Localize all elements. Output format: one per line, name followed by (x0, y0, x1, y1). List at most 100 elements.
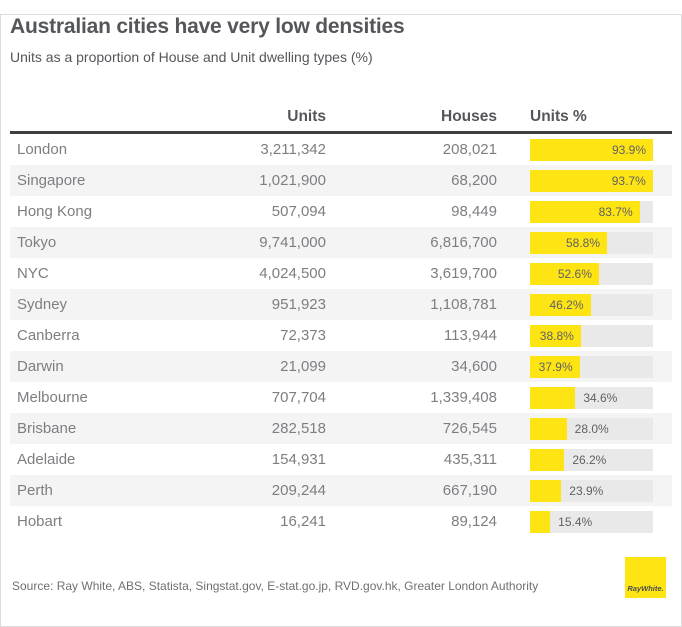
bar-label: 37.9% (538, 359, 573, 374)
bar-label: 26.2% (572, 452, 607, 467)
units-cell: 21,099 (280, 358, 326, 375)
units-cell: 209,244 (271, 482, 326, 499)
bar-fill (530, 262, 599, 285)
bar-label: 34.6% (583, 390, 618, 405)
bar-track: 28.0% (530, 417, 653, 440)
source-text: Source: Ray White, ABS, Statista, Singst… (12, 579, 539, 593)
units-pct-cell: 26.2% (497, 448, 672, 471)
bar-track: 93.7% (530, 169, 653, 192)
units-cell: 951,923 (271, 296, 326, 313)
city-cell: Brisbane (17, 420, 77, 437)
bar-fill (530, 510, 551, 533)
table-row-tokyo: Tokyo 9,741,000 6,816,700 58.8% (10, 227, 672, 258)
houses-cell: 726,545 (442, 420, 497, 437)
units-pct-cell: 58.8% (497, 231, 672, 254)
page-title: Australian cities have very low densitie… (10, 15, 405, 38)
bar-fill (530, 355, 580, 378)
table-row-brisbane: Brisbane 282,518 726,545 28.0% (10, 413, 672, 444)
table-row-hobart: Hobart 16,241 89,124 15.4% (10, 506, 672, 537)
houses-cell: 98,449 (451, 203, 497, 220)
raywhite-logo: RayWhite. (625, 557, 666, 598)
bar-fill (530, 386, 576, 409)
units-pct-cell: 83.7% (497, 200, 672, 223)
city-cell: Canberra (17, 327, 80, 344)
houses-cell: 89,124 (451, 513, 497, 530)
table-row-hong-kong: Hong Kong 507,094 98,449 83.7% (10, 196, 672, 227)
city-cell: Melbourne (17, 389, 88, 406)
units-pct-cell: 23.9% (497, 479, 672, 502)
bar-track: 34.6% (530, 386, 653, 409)
city-cell: Hong Kong (17, 203, 93, 220)
bar-track: 23.9% (530, 479, 653, 502)
houses-cell: 208,021 (442, 141, 497, 158)
units-cell: 4,024,500 (259, 265, 326, 282)
bar-label: 28.0% (574, 421, 609, 436)
units-cell: 1,021,900 (259, 172, 326, 189)
houses-cell: 667,190 (442, 482, 497, 499)
table-row-london: London 3,211,342 208,021 93.9% (10, 134, 672, 165)
units-pct-cell: 93.9% (497, 138, 672, 161)
city-cell: Hobart (17, 513, 63, 530)
units-pct-cell: 46.2% (497, 293, 672, 316)
units-cell: 507,094 (271, 203, 326, 220)
city-cell: Singapore (17, 172, 86, 189)
houses-cell: 6,816,700 (430, 234, 497, 251)
bar-track: 38.8% (530, 324, 653, 347)
raywhite-logo-text: RayWhite. (627, 584, 664, 593)
houses-cell: 3,619,700 (430, 265, 497, 282)
units-pct-cell: 15.4% (497, 510, 672, 533)
infographic-page: Australian cities have very low densitie… (0, 14, 682, 617)
table-row-nyc: NYC 4,024,500 3,619,700 52.6% (10, 258, 672, 289)
bar-label: 83.7% (598, 204, 633, 219)
bar-track: 46.2% (530, 293, 653, 316)
table-row-sydney: Sydney 951,923 1,108,781 46.2% (10, 289, 672, 320)
table-row-canberra: Canberra 72,373 113,944 38.8% (10, 320, 672, 351)
table-row-adelaide: Adelaide 154,931 435,311 26.2% (10, 444, 672, 475)
units-pct-cell: 93.7% (497, 169, 672, 192)
houses-cell: 1,339,408 (430, 389, 497, 406)
city-cell: Adelaide (17, 451, 76, 468)
bar-fill (530, 200, 640, 223)
city-cell: Sydney (17, 296, 68, 313)
city-cell: Perth (17, 482, 53, 499)
table-row-melbourne: Melbourne 707,704 1,339,408 34.6% (10, 382, 672, 413)
page-subtitle: Units as a proportion of House and Unit … (10, 49, 373, 65)
city-cell: NYC (17, 265, 49, 282)
bar-label: 15.4% (558, 514, 593, 529)
table-header-row: Units Houses Units % (10, 102, 672, 134)
bar-fill (530, 293, 591, 316)
table-row-darwin: Darwin 21,099 34,600 37.9% (10, 351, 672, 382)
column-header-units-pct: Units % (530, 107, 587, 125)
units-cell: 9,741,000 (259, 234, 326, 251)
bar-fill (530, 479, 562, 502)
bar-track: 93.9% (530, 138, 653, 161)
houses-cell: 435,311 (443, 451, 497, 468)
units-cell: 3,211,342 (260, 141, 326, 158)
bar-track: 15.4% (530, 510, 653, 533)
table-row-perth: Perth 209,244 667,190 23.9% (10, 475, 672, 506)
bar-label: 52.6% (557, 266, 592, 281)
bar-label: 38.8% (539, 328, 574, 343)
bar-fill (530, 169, 653, 192)
table-body: London 3,211,342 208,021 93.9% Singapore… (10, 134, 672, 537)
bar-fill (530, 324, 581, 347)
units-pct-cell: 38.8% (497, 324, 672, 347)
bar-track: 26.2% (530, 448, 653, 471)
bar-track: 58.8% (530, 231, 653, 254)
bar-label: 58.8% (566, 235, 601, 250)
bar-label: 93.9% (611, 142, 646, 157)
houses-cell: 34,600 (451, 358, 497, 375)
units-pct-cell: 52.6% (497, 262, 672, 285)
bar-label: 93.7% (611, 173, 646, 188)
houses-cell: 68,200 (451, 172, 497, 189)
units-cell: 72,373 (280, 327, 326, 344)
bar-track: 37.9% (530, 355, 653, 378)
units-pct-cell: 34.6% (497, 386, 672, 409)
units-cell: 282,518 (271, 420, 326, 437)
bar-track: 52.6% (530, 262, 653, 285)
houses-cell: 1,108,781 (430, 296, 497, 313)
units-cell: 154,931 (271, 451, 326, 468)
bar-fill (530, 138, 653, 161)
bar-label: 23.9% (569, 483, 604, 498)
bar-track: 83.7% (530, 200, 653, 223)
